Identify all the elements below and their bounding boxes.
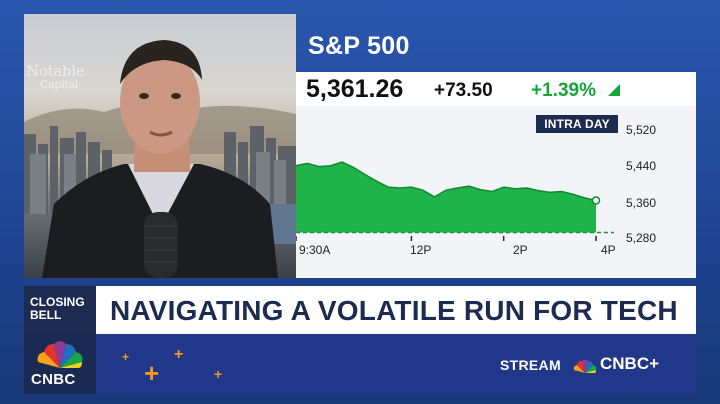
- plus-decoration-icon: +: [214, 366, 223, 382]
- show-tag: CLOSING BELL: [24, 286, 96, 334]
- index-price: 5,361.26: [306, 75, 404, 103]
- logo-subtext: Capital: [40, 78, 78, 91]
- video-feed: Notable Capital: [24, 14, 296, 278]
- x-tick-label: 4P: [601, 243, 616, 257]
- index-change: +73.50: [434, 80, 493, 101]
- y-tick-label: 5,280: [626, 231, 657, 245]
- plus-decoration-icon: +: [174, 346, 184, 363]
- headline-text: NAVIGATING A VOLATILE RUN FOR TECH: [110, 295, 678, 326]
- last-price-point: [591, 196, 601, 205]
- bottom-bar: CNBC + + + + STREAM CNBC+: [24, 334, 696, 394]
- cnbc-logo-box: CNBC: [24, 334, 96, 394]
- peacock-icon: [37, 341, 83, 368]
- y-tick-label: 5,440: [626, 159, 657, 173]
- y-tick-label: 5,520: [626, 123, 657, 137]
- logo-text: Notable: [26, 62, 85, 80]
- guest-video-scene: [24, 40, 296, 278]
- quote-bar: 5,361.26 +73.50 +1.39%: [296, 72, 696, 106]
- x-tick-label: 2P: [513, 243, 528, 257]
- x-tick-label: 9:30A: [299, 243, 331, 257]
- show-tag-line2: BELL: [30, 308, 62, 322]
- intraday-badge: INTRA DAY: [536, 115, 618, 133]
- plus-decoration-icon: +: [122, 350, 130, 364]
- up-triangle-icon: [608, 84, 620, 96]
- stream-label: STREAM: [500, 357, 561, 373]
- show-tag-line1: CLOSING: [30, 295, 85, 309]
- index-change-percent: +1.39%: [531, 80, 596, 101]
- y-tick-label: 5,360: [626, 196, 657, 210]
- headline-box: NAVIGATING A VOLATILE RUN FOR TECH: [96, 286, 696, 334]
- lower-third: CLOSING BELL NAVIGATING A VOLATILE RUN F…: [24, 286, 696, 334]
- price-area: [296, 162, 596, 233]
- index-title: S&P 500: [308, 32, 410, 60]
- intraday-chart: [295, 106, 696, 278]
- notable-capital-logo: Notable Capital: [26, 62, 85, 92]
- network-name: CNBC: [31, 371, 76, 388]
- plus-decoration-icon: +: [144, 358, 160, 388]
- chart-plot: [295, 161, 614, 241]
- peacock-small-icon: [573, 359, 597, 373]
- x-tick-label: 12P: [410, 243, 432, 257]
- price-line: [295, 161, 597, 202]
- stream-brand: CNBC+: [600, 354, 660, 373]
